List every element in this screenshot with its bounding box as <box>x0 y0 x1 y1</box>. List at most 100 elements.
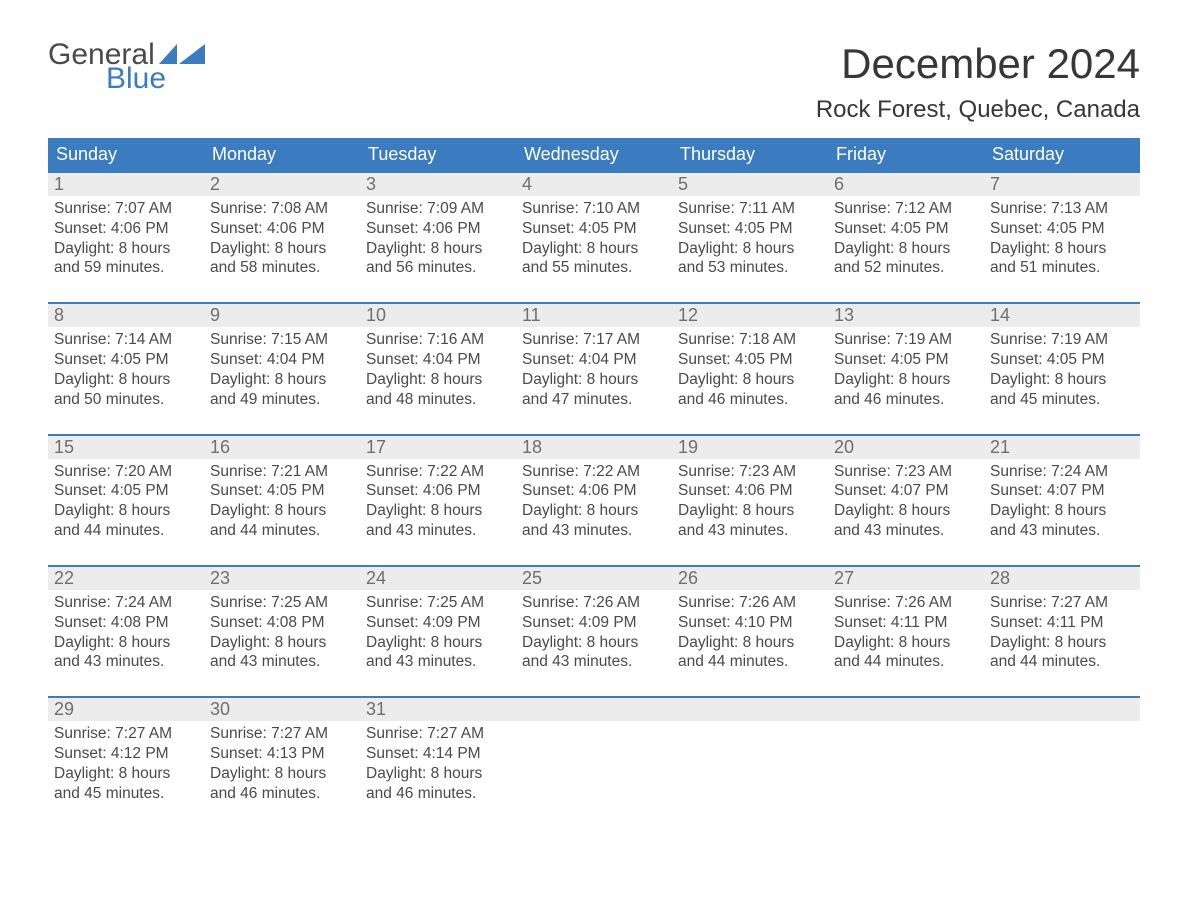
day-sunrise: Sunrise: 7:07 AM <box>54 199 198 219</box>
day-d2: and 43 minutes. <box>678 521 822 541</box>
day-d1: Daylight: 8 hours <box>990 239 1134 259</box>
day-number: 23 <box>210 568 230 588</box>
day-number-bar: 22 <box>48 567 204 590</box>
day-d1: Daylight: 8 hours <box>366 501 510 521</box>
day-d2: and 50 minutes. <box>54 390 198 410</box>
day-body: Sunrise: 7:26 AMSunset: 4:09 PMDaylight:… <box>516 590 672 674</box>
day-sunset: Sunset: 4:06 PM <box>678 481 822 501</box>
day-number-bar: 8 <box>48 304 204 327</box>
day-cell: 16Sunrise: 7:21 AMSunset: 4:05 PMDayligh… <box>204 436 360 543</box>
day-sunrise: Sunrise: 7:21 AM <box>210 462 354 482</box>
day-cell: 30Sunrise: 7:27 AMSunset: 4:13 PMDayligh… <box>204 698 360 805</box>
day-sunset: Sunset: 4:05 PM <box>834 219 978 239</box>
day-sunrise: Sunrise: 7:22 AM <box>522 462 666 482</box>
day-body: Sunrise: 7:24 AMSunset: 4:08 PMDaylight:… <box>48 590 204 674</box>
day-cell: 19Sunrise: 7:23 AMSunset: 4:06 PMDayligh… <box>672 436 828 543</box>
day-number: 9 <box>210 305 220 325</box>
day-number: 14 <box>990 305 1010 325</box>
day-number: 22 <box>54 568 74 588</box>
day-body: Sunrise: 7:26 AMSunset: 4:10 PMDaylight:… <box>672 590 828 674</box>
day-number: 21 <box>990 437 1010 457</box>
week-row: 29Sunrise: 7:27 AMSunset: 4:12 PMDayligh… <box>48 696 1140 805</box>
day-cell: 21Sunrise: 7:24 AMSunset: 4:07 PMDayligh… <box>984 436 1140 543</box>
logo-word-blue: Blue <box>48 64 205 94</box>
day-number-bar: 27 <box>828 567 984 590</box>
day-body: Sunrise: 7:13 AMSunset: 4:05 PMDaylight:… <box>984 196 1140 280</box>
day-d1: Daylight: 8 hours <box>54 370 198 390</box>
day-header-fri: Friday <box>828 138 984 171</box>
day-number-bar: 23 <box>204 567 360 590</box>
day-cell: 10Sunrise: 7:16 AMSunset: 4:04 PMDayligh… <box>360 304 516 411</box>
day-d1: Daylight: 8 hours <box>678 239 822 259</box>
day-d1: Daylight: 8 hours <box>522 633 666 653</box>
day-sunset: Sunset: 4:04 PM <box>522 350 666 370</box>
day-cell: 28Sunrise: 7:27 AMSunset: 4:11 PMDayligh… <box>984 567 1140 674</box>
day-sunrise: Sunrise: 7:20 AM <box>54 462 198 482</box>
day-number-bar: 5 <box>672 173 828 196</box>
day-cell: 29Sunrise: 7:27 AMSunset: 4:12 PMDayligh… <box>48 698 204 805</box>
day-sunset: Sunset: 4:11 PM <box>990 613 1134 633</box>
day-body: Sunrise: 7:15 AMSunset: 4:04 PMDaylight:… <box>204 327 360 411</box>
day-sunset: Sunset: 4:05 PM <box>678 350 822 370</box>
day-sunset: Sunset: 4:07 PM <box>990 481 1134 501</box>
day-d2: and 43 minutes. <box>522 652 666 672</box>
day-cell: . <box>672 698 828 805</box>
day-d2: and 48 minutes. <box>366 390 510 410</box>
day-sunset: Sunset: 4:05 PM <box>210 481 354 501</box>
day-number: 8 <box>54 305 64 325</box>
day-number-bar: 4 <box>516 173 672 196</box>
day-sunset: Sunset: 4:12 PM <box>54 744 198 764</box>
day-sunset: Sunset: 4:14 PM <box>366 744 510 764</box>
day-number-bar: 13 <box>828 304 984 327</box>
day-number-bar: 11 <box>516 304 672 327</box>
day-number: 26 <box>678 568 698 588</box>
day-d1: Daylight: 8 hours <box>54 764 198 784</box>
day-sunrise: Sunrise: 7:27 AM <box>990 593 1134 613</box>
day-number-bar: . <box>516 698 672 721</box>
day-cell: 2Sunrise: 7:08 AMSunset: 4:06 PMDaylight… <box>204 173 360 280</box>
day-cell: 14Sunrise: 7:19 AMSunset: 4:05 PMDayligh… <box>984 304 1140 411</box>
day-cell: 9Sunrise: 7:15 AMSunset: 4:04 PMDaylight… <box>204 304 360 411</box>
day-d1: Daylight: 8 hours <box>834 370 978 390</box>
day-sunrise: Sunrise: 7:14 AM <box>54 330 198 350</box>
day-cell: . <box>984 698 1140 805</box>
day-sunset: Sunset: 4:04 PM <box>210 350 354 370</box>
day-d2: and 49 minutes. <box>210 390 354 410</box>
day-number-bar: 26 <box>672 567 828 590</box>
day-body: Sunrise: 7:27 AMSunset: 4:12 PMDaylight:… <box>48 721 204 805</box>
day-cell: 11Sunrise: 7:17 AMSunset: 4:04 PMDayligh… <box>516 304 672 411</box>
day-sunrise: Sunrise: 7:15 AM <box>210 330 354 350</box>
day-sunrise: Sunrise: 7:26 AM <box>522 593 666 613</box>
day-number: 3 <box>366 174 376 194</box>
day-sunset: Sunset: 4:05 PM <box>54 481 198 501</box>
day-number: 20 <box>834 437 854 457</box>
day-number-bar: 29 <box>48 698 204 721</box>
day-number-bar: 12 <box>672 304 828 327</box>
day-number-bar: 3 <box>360 173 516 196</box>
day-d2: and 43 minutes. <box>54 652 198 672</box>
week-row: 8 Sunrise: 7:14 AM Sunset: 4:05 PM Daylight… <box>48 302 1140 411</box>
day-body: Sunrise: 7:10 AMSunset: 4:05 PMDaylight:… <box>516 196 672 280</box>
month-title: December 2024 <box>816 40 1140 88</box>
day-d1: Daylight: 8 hours <box>210 633 354 653</box>
day-number: 7 <box>990 174 1000 194</box>
header: General Blue December 2024 Rock Forest, … <box>48 40 1140 124</box>
day-d1: Daylight: 8 hours <box>210 239 354 259</box>
day-cell: 25Sunrise: 7:26 AMSunset: 4:09 PMDayligh… <box>516 567 672 674</box>
day-d1: Daylight: 8 hours <box>210 764 354 784</box>
day-d1: Daylight: 8 hours <box>990 633 1134 653</box>
day-sunrise: Sunrise: 7:27 AM <box>210 724 354 744</box>
day-sunrise: Sunrise: 7:08 AM <box>210 199 354 219</box>
day-d2: and 43 minutes. <box>990 521 1134 541</box>
day-number-bar: . <box>828 698 984 721</box>
day-sunrise: Sunrise: 7:09 AM <box>366 199 510 219</box>
day-cell: 12Sunrise: 7:18 AMSunset: 4:05 PMDayligh… <box>672 304 828 411</box>
day-sunset: Sunset: 4:08 PM <box>54 613 198 633</box>
day-number-bar: 17 <box>360 436 516 459</box>
day-sunrise: Sunrise: 7:10 AM <box>522 199 666 219</box>
day-body: Sunrise: 7:22 AMSunset: 4:06 PMDaylight:… <box>360 459 516 543</box>
day-d1: Daylight: 8 hours <box>834 633 978 653</box>
day-body: Sunrise: 7:25 AMSunset: 4:08 PMDaylight:… <box>204 590 360 674</box>
day-body: Sunrise: 7:27 AMSunset: 4:13 PMDaylight:… <box>204 721 360 805</box>
day-cell: 18Sunrise: 7:22 AMSunset: 4:06 PMDayligh… <box>516 436 672 543</box>
